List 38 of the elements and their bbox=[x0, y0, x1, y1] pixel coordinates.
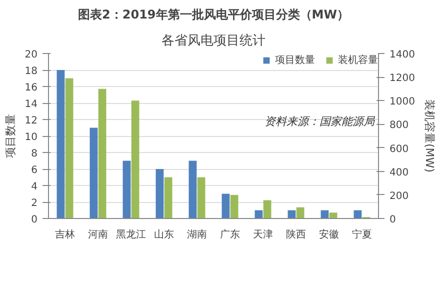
y2-tick-label: 1000 bbox=[390, 96, 415, 108]
y-tick-label: 18 bbox=[24, 66, 38, 77]
y-tick-label: 20 bbox=[24, 50, 38, 60]
x-tick-label: 陕西 bbox=[286, 228, 306, 240]
bar bbox=[131, 100, 140, 218]
x-tick-label: 吉林 bbox=[55, 228, 75, 240]
y-tick-label: 6 bbox=[31, 165, 38, 176]
y-tick-label: 2 bbox=[31, 198, 38, 209]
y-axis-title: 项目数量 bbox=[4, 114, 17, 158]
y-tick-label: 12 bbox=[24, 116, 38, 126]
x-tick-label: 安徽 bbox=[319, 228, 339, 240]
y-tick-label: 0 bbox=[31, 214, 38, 226]
y2-tick-label: 0 bbox=[390, 214, 396, 226]
annotation: 资料来源：国家能源局 bbox=[264, 114, 376, 128]
chart-title: 图表2：2019年第一批风电平价项目分类（MW） bbox=[78, 8, 349, 22]
legend-label: 项目数量 bbox=[275, 54, 315, 67]
y2-axis-title: 装机容量(MW) bbox=[422, 100, 436, 172]
x-tick-label: 湖南 bbox=[187, 228, 207, 240]
y2-tick-label: 800 bbox=[390, 120, 409, 132]
y2-tick-label: 600 bbox=[390, 144, 409, 155]
y-tick-label: 4 bbox=[31, 182, 38, 192]
x-tick-label: 广东 bbox=[220, 228, 240, 240]
x-tick-label: 黑龙江 bbox=[116, 228, 146, 240]
y2-tick-label: 200 bbox=[390, 190, 409, 202]
x-tick-label: 宁夏 bbox=[352, 228, 372, 240]
y2-tick-label: 1200 bbox=[390, 73, 415, 84]
x-tick-label: 河南 bbox=[88, 228, 108, 240]
y-tick-label: 14 bbox=[24, 99, 38, 110]
y2-tick-label: 400 bbox=[390, 167, 409, 178]
y-tick-label: 10 bbox=[24, 132, 38, 143]
y2-tick-label: 1400 bbox=[390, 50, 415, 60]
legend-label: 装机容量 bbox=[338, 54, 378, 67]
x-tick-label: 天津 bbox=[253, 228, 273, 240]
chart-subtitle: 各省风电项目统计 bbox=[162, 34, 266, 48]
x-tick-label: 山东 bbox=[154, 228, 174, 240]
y-tick-label: 8 bbox=[31, 148, 38, 160]
bar bbox=[263, 200, 272, 218]
y-tick-label: 16 bbox=[24, 82, 38, 94]
